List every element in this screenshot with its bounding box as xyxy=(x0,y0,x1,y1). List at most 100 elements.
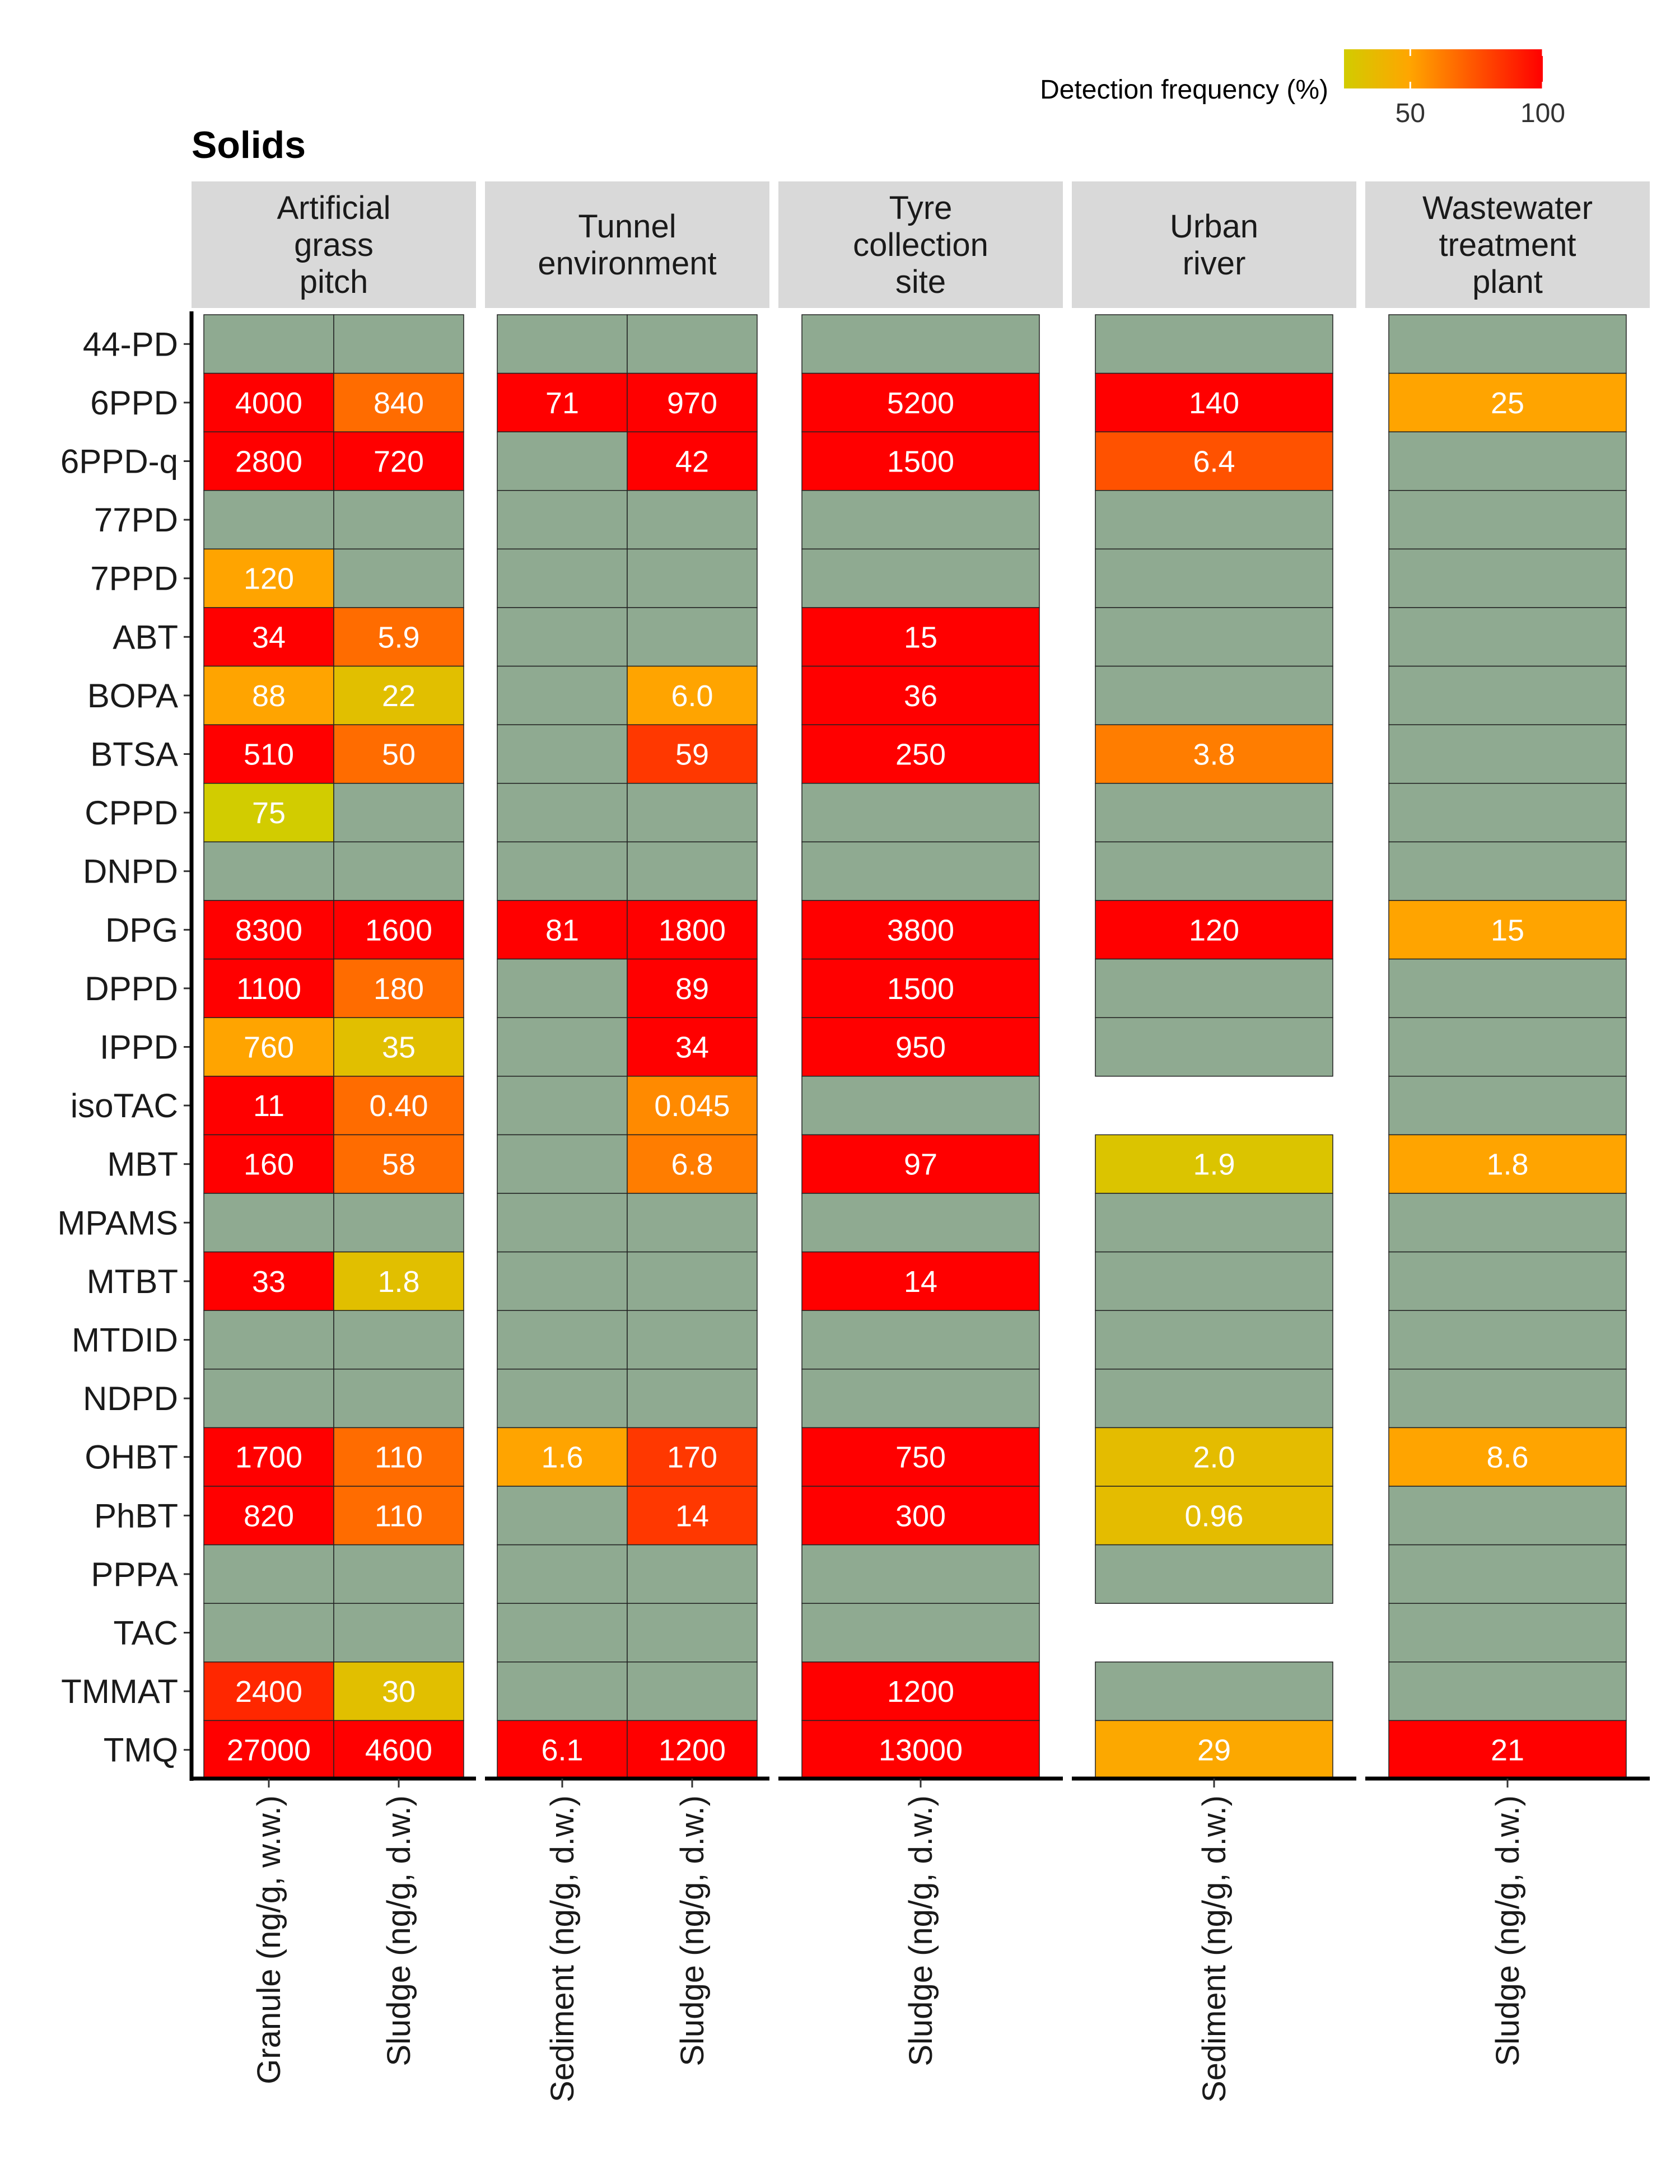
heat-cell xyxy=(627,314,758,374)
heat-cell xyxy=(1095,1544,1333,1604)
row-label-pppa: PPPA xyxy=(91,1556,178,1593)
cell-value: 13000 xyxy=(879,1734,963,1767)
cell-value: 71 xyxy=(545,386,579,420)
chart-title: Solids xyxy=(192,124,306,166)
heat-cell xyxy=(1095,1369,1333,1429)
heat-cell xyxy=(203,607,334,667)
heat-cell xyxy=(203,1076,334,1136)
heat-cell xyxy=(333,1662,464,1721)
heat-cell xyxy=(203,1662,334,1721)
row-label-btsa: BTSA xyxy=(90,736,178,773)
cell-value: 1700 xyxy=(235,1441,302,1474)
heat-cell xyxy=(333,431,464,491)
heat-cell xyxy=(1095,1017,1333,1077)
row-label-mtbt: MTBT xyxy=(87,1263,178,1300)
heat-cell xyxy=(1388,314,1627,374)
heat-cell xyxy=(203,1310,334,1370)
facet-label-wastewater-treatment-plant: plant xyxy=(1472,264,1543,300)
heat-cell xyxy=(1095,431,1333,491)
heat-cell xyxy=(497,1017,628,1077)
row-label-mtdid: MTDID xyxy=(72,1322,178,1359)
heat-cell xyxy=(497,958,628,1018)
heat-cell xyxy=(203,1544,334,1604)
heat-cell xyxy=(1388,548,1627,608)
heat-cell xyxy=(1095,607,1333,667)
facet-label-tunnel-environment: environment xyxy=(538,245,716,282)
heat-cell xyxy=(333,783,464,843)
row-label-abt: ABT xyxy=(113,618,178,656)
cell-value: 6.1 xyxy=(541,1734,583,1767)
heat-cell xyxy=(333,841,464,901)
row-label-dppd: DPPD xyxy=(85,970,178,1007)
heat-cell xyxy=(333,1310,464,1370)
heat-cell xyxy=(203,1603,334,1663)
cell-value: 29 xyxy=(1197,1734,1231,1767)
cell-value: 180 xyxy=(374,972,424,1006)
heat-cell xyxy=(801,431,1040,491)
row-label-7ppd: 7PPD xyxy=(90,560,178,598)
heat-cell xyxy=(1388,841,1627,901)
cell-value: 1800 xyxy=(659,913,726,947)
cell-value: 8300 xyxy=(235,913,302,947)
heat-cell xyxy=(627,783,758,843)
cell-value: 5.9 xyxy=(377,620,419,654)
heat-cell xyxy=(203,1369,334,1429)
cell-value: 1.8 xyxy=(1486,1148,1528,1182)
column-label-sludge-ng-g-d-w: Sludge (ng/g, d.w.) xyxy=(381,1795,417,2066)
cell-value: 760 xyxy=(244,1031,294,1065)
cell-value: 6.8 xyxy=(671,1148,713,1182)
cell-value: 5200 xyxy=(887,386,954,420)
heat-cell xyxy=(801,841,1040,901)
heat-cell xyxy=(1388,1193,1627,1253)
heat-cell xyxy=(801,1193,1040,1253)
heat-cell xyxy=(801,1544,1040,1604)
row-label-dnpd: DNPD xyxy=(83,853,178,890)
row-label-tmq: TMQ xyxy=(104,1732,178,1769)
heat-cell xyxy=(1388,1486,1627,1546)
facet-strip-tyre-collection-site xyxy=(778,181,1063,308)
heat-cell xyxy=(333,548,464,608)
cell-value: 2.0 xyxy=(1193,1441,1235,1474)
heat-cell xyxy=(497,665,628,725)
heat-cell xyxy=(1095,841,1333,901)
cell-value: 2800 xyxy=(235,445,302,479)
cell-value: 120 xyxy=(244,562,294,596)
cell-value: 170 xyxy=(667,1441,717,1474)
row-label-cppd: CPPD xyxy=(85,794,178,832)
heat-cell xyxy=(1388,1603,1627,1663)
heat-cell xyxy=(1388,900,1627,960)
heat-cell xyxy=(801,490,1040,550)
heat-cell xyxy=(203,724,334,784)
heat-cell xyxy=(203,1193,334,1253)
column-label-sludge-ng-g-d-w: Sludge (ng/g, d.w.) xyxy=(674,1795,711,2066)
heat-cell xyxy=(333,1486,464,1546)
facet-label-urban-river: Urban xyxy=(1170,208,1258,245)
cell-value: 11 xyxy=(253,1089,284,1123)
heat-cell xyxy=(203,1720,334,1780)
heat-cell xyxy=(497,1251,628,1311)
cell-value: 750 xyxy=(895,1441,946,1474)
heat-cell xyxy=(333,900,464,960)
cell-value: 6.4 xyxy=(1193,445,1235,479)
facet-label-wastewater-treatment-plant: treatment xyxy=(1439,227,1576,263)
cell-value: 27000 xyxy=(227,1734,311,1767)
heat-cell xyxy=(497,431,628,491)
heat-cell xyxy=(1388,1369,1627,1429)
cell-value: 35 xyxy=(382,1031,416,1065)
cell-value: 250 xyxy=(895,738,946,772)
heat-cell xyxy=(497,724,628,784)
heat-cell xyxy=(801,665,1040,725)
heat-cell xyxy=(497,490,628,550)
row-label-77pd: 77PD xyxy=(94,501,178,539)
heat-cell xyxy=(1095,372,1333,432)
heat-cell xyxy=(333,1544,464,1604)
heat-cell xyxy=(801,783,1040,843)
heat-cell xyxy=(497,1076,628,1136)
heat-cell xyxy=(333,665,464,725)
heat-cell xyxy=(333,314,464,374)
heat-cell xyxy=(801,372,1040,432)
cell-value: 720 xyxy=(374,445,424,479)
row-label-ohbt: OHBT xyxy=(85,1439,178,1476)
cell-value: 8.6 xyxy=(1486,1441,1528,1474)
